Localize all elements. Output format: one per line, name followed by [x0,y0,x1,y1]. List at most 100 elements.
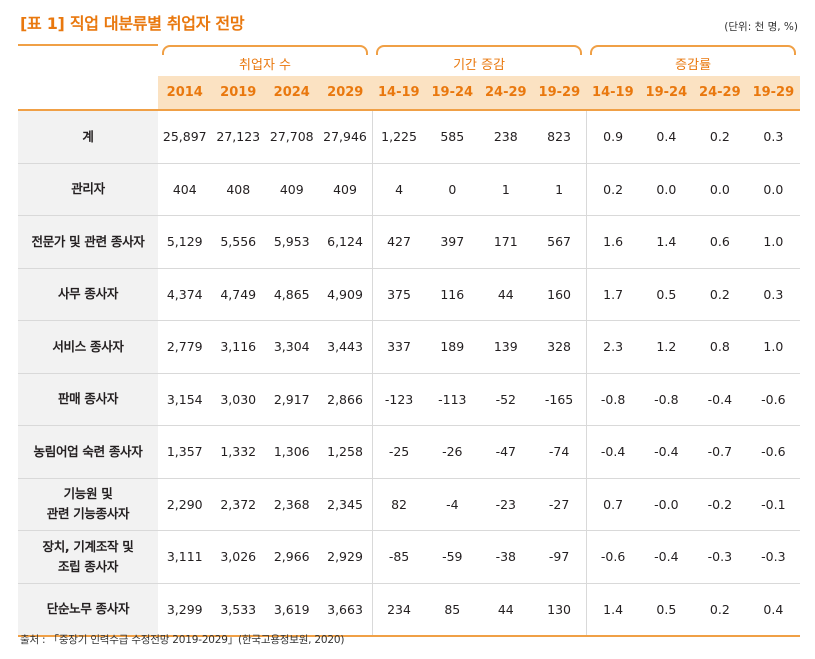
table-cell: -165 [532,373,587,426]
table-row: 사무 종사자 4,374 4,749 4,865 4,909 375 116 44 160 1.7… [18,268,801,321]
table-cell: 2,368 [265,478,319,531]
table-row: 계 25,897 27,123 27,708 27,946 1,225 585 238 823 0… [18,110,801,164]
table-cell: 1.6 [585,215,640,269]
table-cell: 823 [532,110,587,164]
table-cell: 3,111 [158,530,212,584]
table-cell: 3,663 [318,583,373,637]
table-cell: 0.9 [585,110,640,164]
row-label-line: 장치, 기계조작 및 [42,538,134,554]
row-label-line: 관련 기능종사자 [46,506,130,522]
table-cell: 1,258 [318,425,373,479]
table-cell: -0.7 [693,425,747,479]
column-header: 14-19 [372,76,426,111]
table-cell: 567 [532,215,587,269]
header-corner-lower [18,76,158,111]
column-header: 19-29 [532,76,587,111]
table-cell: 5,556 [211,215,265,269]
table-cell: 1.4 [585,583,640,637]
table-cell: 404 [158,163,212,216]
row-label: 단순노무 종사자 [18,583,158,637]
row-label: 사무 종사자 [18,268,158,321]
table-cell: -0.6 [585,530,640,584]
table-cell: -0.8 [585,373,640,426]
table-cell: 116 [425,268,480,321]
table-cell: 5,953 [265,215,319,269]
table-cell: -26 [425,425,480,479]
table-cell: 3,116 [211,320,265,374]
row-label-line: 관리자 [71,181,105,197]
table-cell: 27,123 [211,110,265,164]
column-header: 24-29 [693,76,747,111]
table-cell: -59 [425,530,480,584]
table-cell: -0.4 [693,373,747,426]
table-cell: -0.4 [585,425,640,479]
table-row: 기능원 및 관련 기능종사자 2,290 2,372 2,368 2,345 82 -4 -23… [18,478,801,531]
table-cell: 0.8 [693,320,747,374]
table-cell: 0.2 [693,268,747,321]
table-cell: -0.4 [639,425,694,479]
table-cell: 328 [532,320,587,374]
table-cell: 2,866 [318,373,373,426]
table-cell: -0.8 [639,373,694,426]
table-cell: -23 [479,478,533,531]
row-label-line: 조립 종사자 [57,558,119,574]
table-cell: -27 [532,478,587,531]
row-label-line: 계 [82,128,94,144]
table-cell: 2,929 [318,530,373,584]
table-cell: 3,304 [265,320,319,374]
table-cell: 2,345 [318,478,373,531]
table-cell: 409 [318,163,373,216]
table-cell: 0.5 [639,583,694,637]
table-cell: 0.0 [693,163,747,216]
table-cell: 0.0 [746,163,801,216]
table-cell: 1.0 [746,320,801,374]
source-note: 출처 : 「중장기 인력수급 수정전망 2019-2029」(한국고용정보원, … [20,634,345,646]
table-cell: -0.1 [746,478,801,531]
table-cell: 0.6 [693,215,747,269]
table-cell: 3,533 [211,583,265,637]
table-cell: 4 [371,163,426,216]
table-cell: -74 [532,425,587,479]
row-label-line: 서비스 종사자 [52,338,124,354]
table-cell: 585 [425,110,480,164]
table-cell: 27,946 [318,110,373,164]
table-cell: -47 [479,425,533,479]
table-row: 장치, 기계조작 및 조립 종사자 3,111 3,026 2,966 2,929 -85-… [18,530,801,584]
table-cell: -0.6 [746,425,801,479]
table-cell: 3,154 [158,373,212,426]
table-cell: 0.3 [746,110,801,164]
table-cell: 4,865 [265,268,319,321]
table-title: [표 1] 직업 대분류별 취업자 전망 [20,14,245,33]
row-label-line: 농림어업 숙련 종사자 [33,443,143,459]
table-cell: 6,124 [318,215,373,269]
row-label-line: 사무 종사자 [57,286,119,302]
table-cell: 0.4 [639,110,694,164]
table-cell: 2.3 [585,320,640,374]
table-cell: -0.6 [746,373,801,426]
table-cell: 1.7 [585,268,640,321]
table-cell: -52 [479,373,533,426]
table-cell: -4 [425,478,480,531]
table-body: 계 25,897 27,123 27,708 27,946 1,225 585 238 823 0… [18,110,801,637]
column-header: 2029 [318,76,373,111]
table-row: 단순노무 종사자 3,299 3,533 3,619 3,663 234 85 44 130 1.… [18,583,801,637]
table-cell: 139 [479,320,533,374]
table-cell: 1.2 [639,320,694,374]
table-cell: 130 [532,583,587,637]
table-cell: 3,030 [211,373,265,426]
table-cell: 82 [371,478,426,531]
column-header: 24-29 [479,76,533,111]
column-header: 19-24 [425,76,480,111]
row-label-line: 전문가 및 관련 종사자 [31,233,145,249]
table-cell: 3,299 [158,583,212,637]
table-cell: 234 [371,583,426,637]
table-row: 전문가 및 관련 종사자 5,129 5,556 5,953 6,124 427 397 17… [18,215,801,269]
table-cell: 2,917 [265,373,319,426]
unit-note: (단위: 천 명, %) [724,21,798,33]
table-cell: -38 [479,530,533,584]
table-cell: -0.3 [693,530,747,584]
table-cell: 44 [479,268,533,321]
row-label-line: 판매 종사자 [57,391,119,407]
table-cell: 1.4 [639,215,694,269]
group-header-rate: 증감률 [586,45,800,76]
